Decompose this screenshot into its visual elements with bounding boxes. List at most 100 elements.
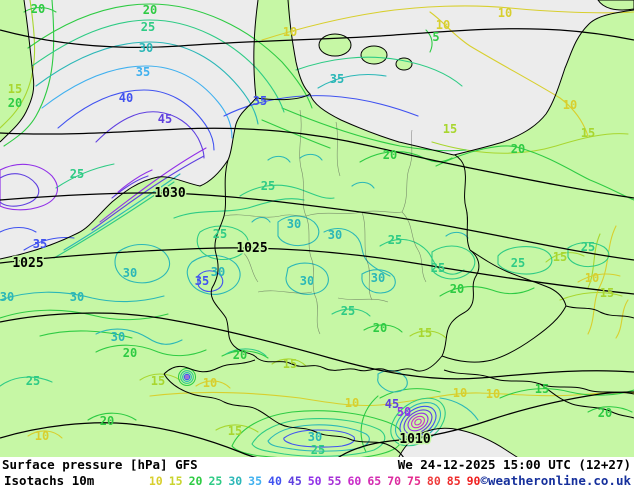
isotach-label: 10 <box>283 25 297 39</box>
isotach-label: 20 <box>383 148 397 162</box>
isotach-label: 10 <box>585 271 599 285</box>
germany-czech-border <box>441 249 480 357</box>
legend-row-2: Isotachs 10m (km/h) 10 15 20 25 30 35 40 45 50 55… <box>0 473 634 490</box>
italy-border <box>279 423 405 459</box>
sweden-tip <box>597 0 634 11</box>
isotach-label: 20 <box>511 142 525 156</box>
isobar-1010 <box>335 391 634 459</box>
scale-value: 25 <box>208 474 223 488</box>
scale-value: 50 <box>307 474 322 488</box>
scale-value: 55 <box>327 474 342 488</box>
coastlines-borders <box>0 0 634 459</box>
pressure-label: 1030 <box>154 186 185 201</box>
isotach-label: 35 <box>330 72 344 86</box>
isotach-label: 20 <box>123 346 137 360</box>
wind-speed-scale: 10 15 20 25 30 35 40 45 50 55 60 65 70 75 80 85 90 <box>149 473 481 489</box>
isotach-label: 25 <box>311 443 325 457</box>
isotach-20-lines <box>0 0 634 459</box>
isotach-50-lines <box>0 147 429 432</box>
isotach-label: 20 <box>598 406 612 420</box>
baltic-sea <box>290 0 634 155</box>
isobar-1025 <box>0 247 634 295</box>
isotach-label: 25 <box>341 304 355 318</box>
isotach-label: 15 <box>581 126 595 140</box>
isotach-label: 25 <box>261 179 275 193</box>
scale-value: 60 <box>347 474 362 488</box>
isotach-40-lines <box>0 89 437 448</box>
isotach-label: 30 <box>328 228 342 242</box>
isotach-label: 20 <box>373 321 387 335</box>
pressure-label: 1025 <box>12 256 43 271</box>
isotach-15-lines <box>0 0 629 433</box>
isobar <box>0 422 269 459</box>
isotach-label: 10 <box>345 396 359 410</box>
isotach-label: 25 <box>511 256 525 270</box>
isotach-45-lines <box>0 111 433 435</box>
isotach-label: 10 <box>453 386 467 400</box>
scale-value: 45 <box>287 474 302 488</box>
liguria-coast <box>397 427 521 459</box>
isotach-label: 45 <box>158 112 172 126</box>
isotach-label: 50 <box>397 405 411 419</box>
danish-island <box>395 57 413 71</box>
isotach-label: 5 <box>432 30 439 44</box>
isotach-label: 20 <box>233 348 247 362</box>
germany-south-border <box>256 355 443 372</box>
scale-value: 10 <box>148 474 163 488</box>
scale-value: 75 <box>407 474 421 488</box>
legend-bar: Surface pressure [hPa] GFS We 24-12-2025… <box>0 457 634 490</box>
isotach-label: 30 <box>123 266 137 280</box>
isobars <box>0 28 634 459</box>
pressure-label: 1010 <box>399 432 430 447</box>
isotach-label: 20 <box>100 414 114 428</box>
germany-east-border <box>454 154 471 251</box>
isotach-label: 10 <box>486 387 500 401</box>
germany-west-border <box>210 159 258 359</box>
isobar <box>0 127 634 199</box>
scale-value: 70 <box>387 474 402 488</box>
isotach-label: 20 <box>8 96 22 110</box>
isotach-label: 15 <box>535 382 549 396</box>
isotach-label: 25 <box>431 261 445 275</box>
isotach-label: 20 <box>143 3 157 17</box>
england-coast <box>0 0 35 143</box>
slovenia-border <box>539 383 634 419</box>
isotach-label: 40 <box>119 91 133 105</box>
isotach-label: 20 <box>31 2 45 16</box>
isotach-30-lines <box>0 41 479 452</box>
isobar <box>0 28 634 49</box>
isotach-label: 30 <box>308 430 322 444</box>
isotach-label: 15 <box>8 82 22 96</box>
swiss-border-north <box>163 359 256 375</box>
isotach-label: 30 <box>139 41 153 55</box>
baltic-coast <box>309 9 634 156</box>
legend-row-1: Surface pressure [hPa] GFS We 24-12-2025… <box>0 457 634 473</box>
copyright-label: ©weatheronline.co.uk <box>480 473 631 488</box>
isotach-label: 25 <box>26 374 40 388</box>
isotach-label: 25 <box>581 240 595 254</box>
isotach-title: Isotachs 10m (km/h) <box>4 473 95 490</box>
scale-value: 65 <box>367 474 382 488</box>
pressure-label: 1025 <box>236 241 267 256</box>
isotach-label: 30 <box>0 290 14 304</box>
isotach-label: 30 <box>287 217 301 231</box>
scale-value: 15 <box>168 474 183 488</box>
isotach-label: 25 <box>388 233 402 247</box>
isobar <box>0 312 634 380</box>
north-sea <box>0 0 258 259</box>
isotach-label: 35 <box>195 274 209 288</box>
map-title: Surface pressure [hPa] GFS <box>2 457 198 472</box>
scale-value: 20 <box>188 474 203 488</box>
continental-coast <box>0 0 259 260</box>
isotach-label: 15 <box>553 250 567 264</box>
isotach-label: 25 <box>70 167 84 181</box>
danish-island <box>360 45 388 65</box>
isotach-label: 30 <box>211 265 225 279</box>
isotach-label: 35 <box>136 65 150 79</box>
datetime-label: We 24-12-2025 15:00 UTC (12+27) <box>397 457 631 472</box>
isotach-label: 25 <box>213 227 227 241</box>
isotach-label: 30 <box>70 290 84 304</box>
isotach-label: 30 <box>111 330 125 344</box>
